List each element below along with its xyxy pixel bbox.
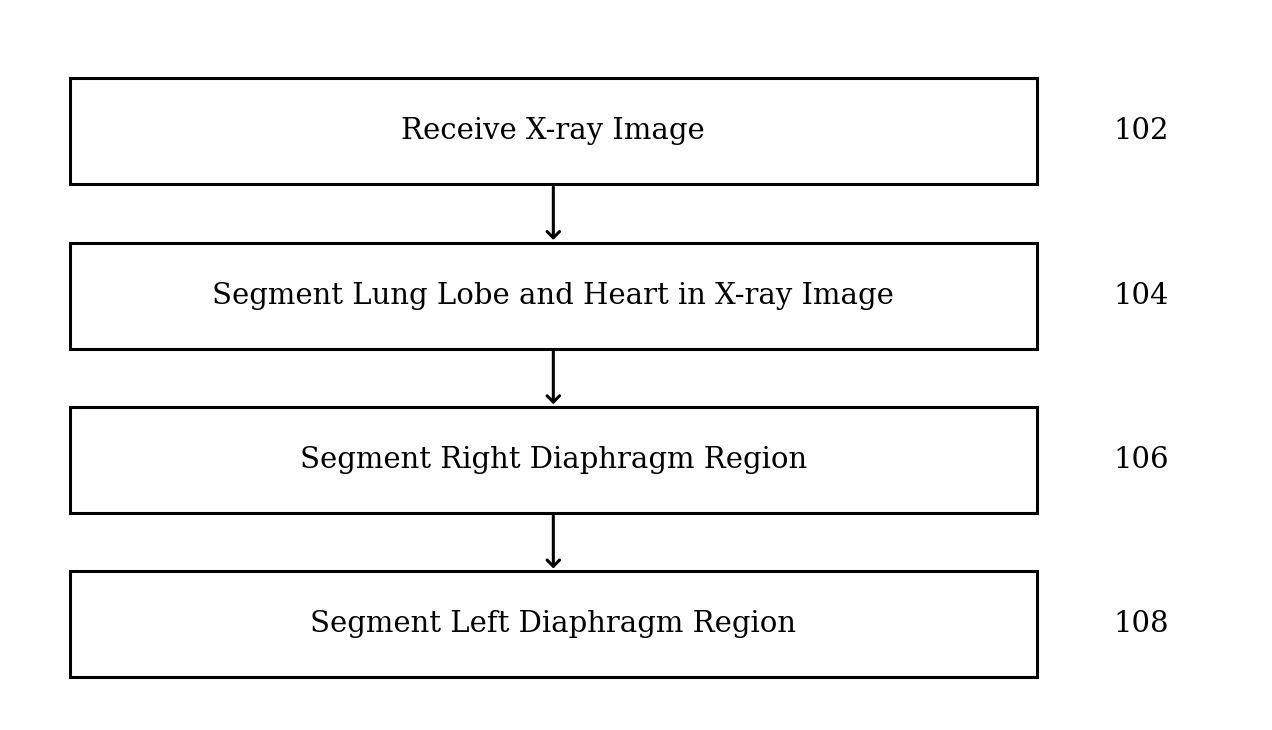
Text: 102: 102 (1113, 118, 1169, 145)
Bar (70, 571, 1037, 677)
Bar (70, 407, 1037, 512)
Text: Segment Right Diaphragm Region: Segment Right Diaphragm Region (300, 446, 806, 474)
Text: Receive X-ray Image: Receive X-ray Image (402, 118, 705, 145)
Text: 106: 106 (1113, 446, 1169, 474)
Text: 104: 104 (1113, 282, 1169, 310)
Bar (70, 242, 1037, 349)
Text: 108: 108 (1113, 610, 1169, 638)
Bar (70, 79, 1037, 185)
Text: Segment Left Diaphragm Region: Segment Left Diaphragm Region (310, 610, 796, 638)
Text: Segment Lung Lobe and Heart in X-ray Image: Segment Lung Lobe and Heart in X-ray Ima… (212, 282, 894, 310)
